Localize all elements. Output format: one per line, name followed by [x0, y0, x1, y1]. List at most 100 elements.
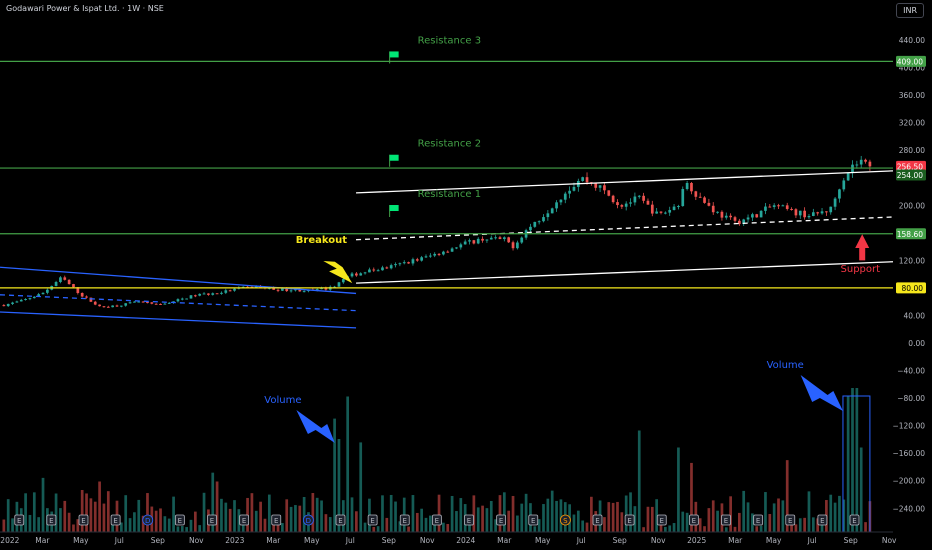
candle-body [128, 302, 132, 304]
candle-body [19, 299, 23, 302]
candle-body [742, 219, 746, 225]
event-marker-label: E [627, 517, 631, 525]
candle-body [211, 293, 215, 295]
time-tick-label: Jul [345, 536, 355, 545]
candle-body [650, 204, 654, 214]
volume-bar [859, 447, 863, 541]
candle-body [746, 217, 750, 220]
candle-body [502, 237, 506, 240]
candle-body [46, 289, 49, 293]
time-tick-label: 2025 [687, 536, 706, 545]
volume-bar [516, 515, 519, 541]
candle-body [655, 211, 659, 214]
candle-body [180, 298, 184, 300]
candle-body [154, 303, 158, 305]
volume-bar [394, 501, 397, 541]
price-tick-label: 120.00 [899, 256, 925, 265]
candle-body [98, 304, 101, 307]
volume-bar [420, 508, 423, 541]
volume-bar [698, 518, 702, 541]
candle-body [189, 295, 193, 299]
currency-button[interactable]: INR [896, 3, 924, 18]
candle-body [864, 159, 867, 162]
volume-bar [637, 430, 641, 541]
volume-bar [603, 517, 606, 541]
candle-body [690, 182, 693, 192]
earnings-marker [239, 514, 250, 526]
candle-body [768, 206, 772, 208]
candle-body [198, 293, 202, 296]
time-tick-label: Jul [576, 536, 586, 545]
time-tick-label: Mar [35, 536, 50, 545]
event-marker-label: E [242, 517, 246, 525]
candle-body [394, 264, 397, 266]
volume-bar [511, 495, 515, 541]
volume-bar [106, 491, 110, 541]
time-axis[interactable]: 2022 Mar May Jul Sep Nov 2023 Mar May Jul Sep Nov 20… [0, 531, 932, 550]
candle-body [320, 288, 323, 290]
candle-body [11, 302, 14, 304]
price-tick-label: 40.00 [904, 311, 926, 320]
price-label-tag [896, 228, 926, 240]
volume-bar [851, 388, 854, 541]
event-marker-label: E [692, 517, 696, 525]
candle-body [459, 244, 463, 248]
volume-bar [124, 495, 128, 541]
event-marker-label: E [17, 517, 21, 525]
volume-bar [681, 511, 685, 541]
volume-bar [411, 495, 415, 541]
event-marker-label: E [660, 517, 664, 525]
price-axis[interactable]: 440.00400.00360.00320.00280.00240.00200.… [892, 0, 932, 550]
earnings-marker [271, 514, 282, 526]
candle-body [489, 237, 493, 240]
candle-body [594, 183, 598, 188]
candle-body [607, 190, 611, 196]
candle-body [302, 291, 306, 293]
candle-body [494, 237, 497, 239]
annotation-volume: Volume [264, 395, 301, 406]
time-tick-label: Sep [382, 536, 396, 545]
candle-body [372, 269, 376, 271]
volume-bar [415, 512, 419, 541]
candle-body [298, 289, 302, 292]
candle-body [389, 265, 393, 269]
volume-bar [459, 498, 463, 541]
volume-bar [716, 510, 719, 541]
candle-body [215, 293, 219, 295]
volume-bar [768, 513, 772, 541]
candle-body [803, 210, 806, 218]
price-tick-label: 440.00 [899, 36, 925, 45]
candle-body [624, 203, 628, 207]
candle-body [555, 202, 558, 209]
price-label-tag [896, 282, 926, 294]
price-tick-label: 280.00 [899, 146, 925, 155]
event-marker-label: E [113, 517, 117, 525]
candle-body [28, 298, 32, 300]
candle-body [642, 195, 645, 201]
time-tick-label: Sep [844, 536, 858, 545]
dividend-marker [142, 514, 154, 526]
candle-body [54, 282, 58, 286]
volume-bar [167, 518, 171, 541]
volume-bar [846, 396, 850, 541]
volume-bar [790, 519, 793, 541]
candle-body [790, 208, 793, 210]
volume-bar [337, 439, 341, 541]
volume-bar [746, 502, 750, 541]
earnings-marker [849, 514, 860, 526]
event-marker-label: E [178, 517, 182, 525]
volume-bar [481, 505, 484, 541]
candle-body [463, 241, 467, 245]
candle-body [363, 272, 367, 274]
support-arrow [855, 234, 870, 261]
volume-bar [594, 511, 598, 541]
candlesticks [2, 155, 872, 308]
price-label-text: 158.60 [897, 230, 923, 239]
time-tick-label: Sep [151, 536, 165, 545]
volume-bar [546, 498, 550, 541]
candle-body [428, 255, 432, 257]
time-tick-label: 2024 [456, 536, 475, 545]
volume-bar [285, 499, 289, 541]
volume-bar [424, 517, 428, 541]
